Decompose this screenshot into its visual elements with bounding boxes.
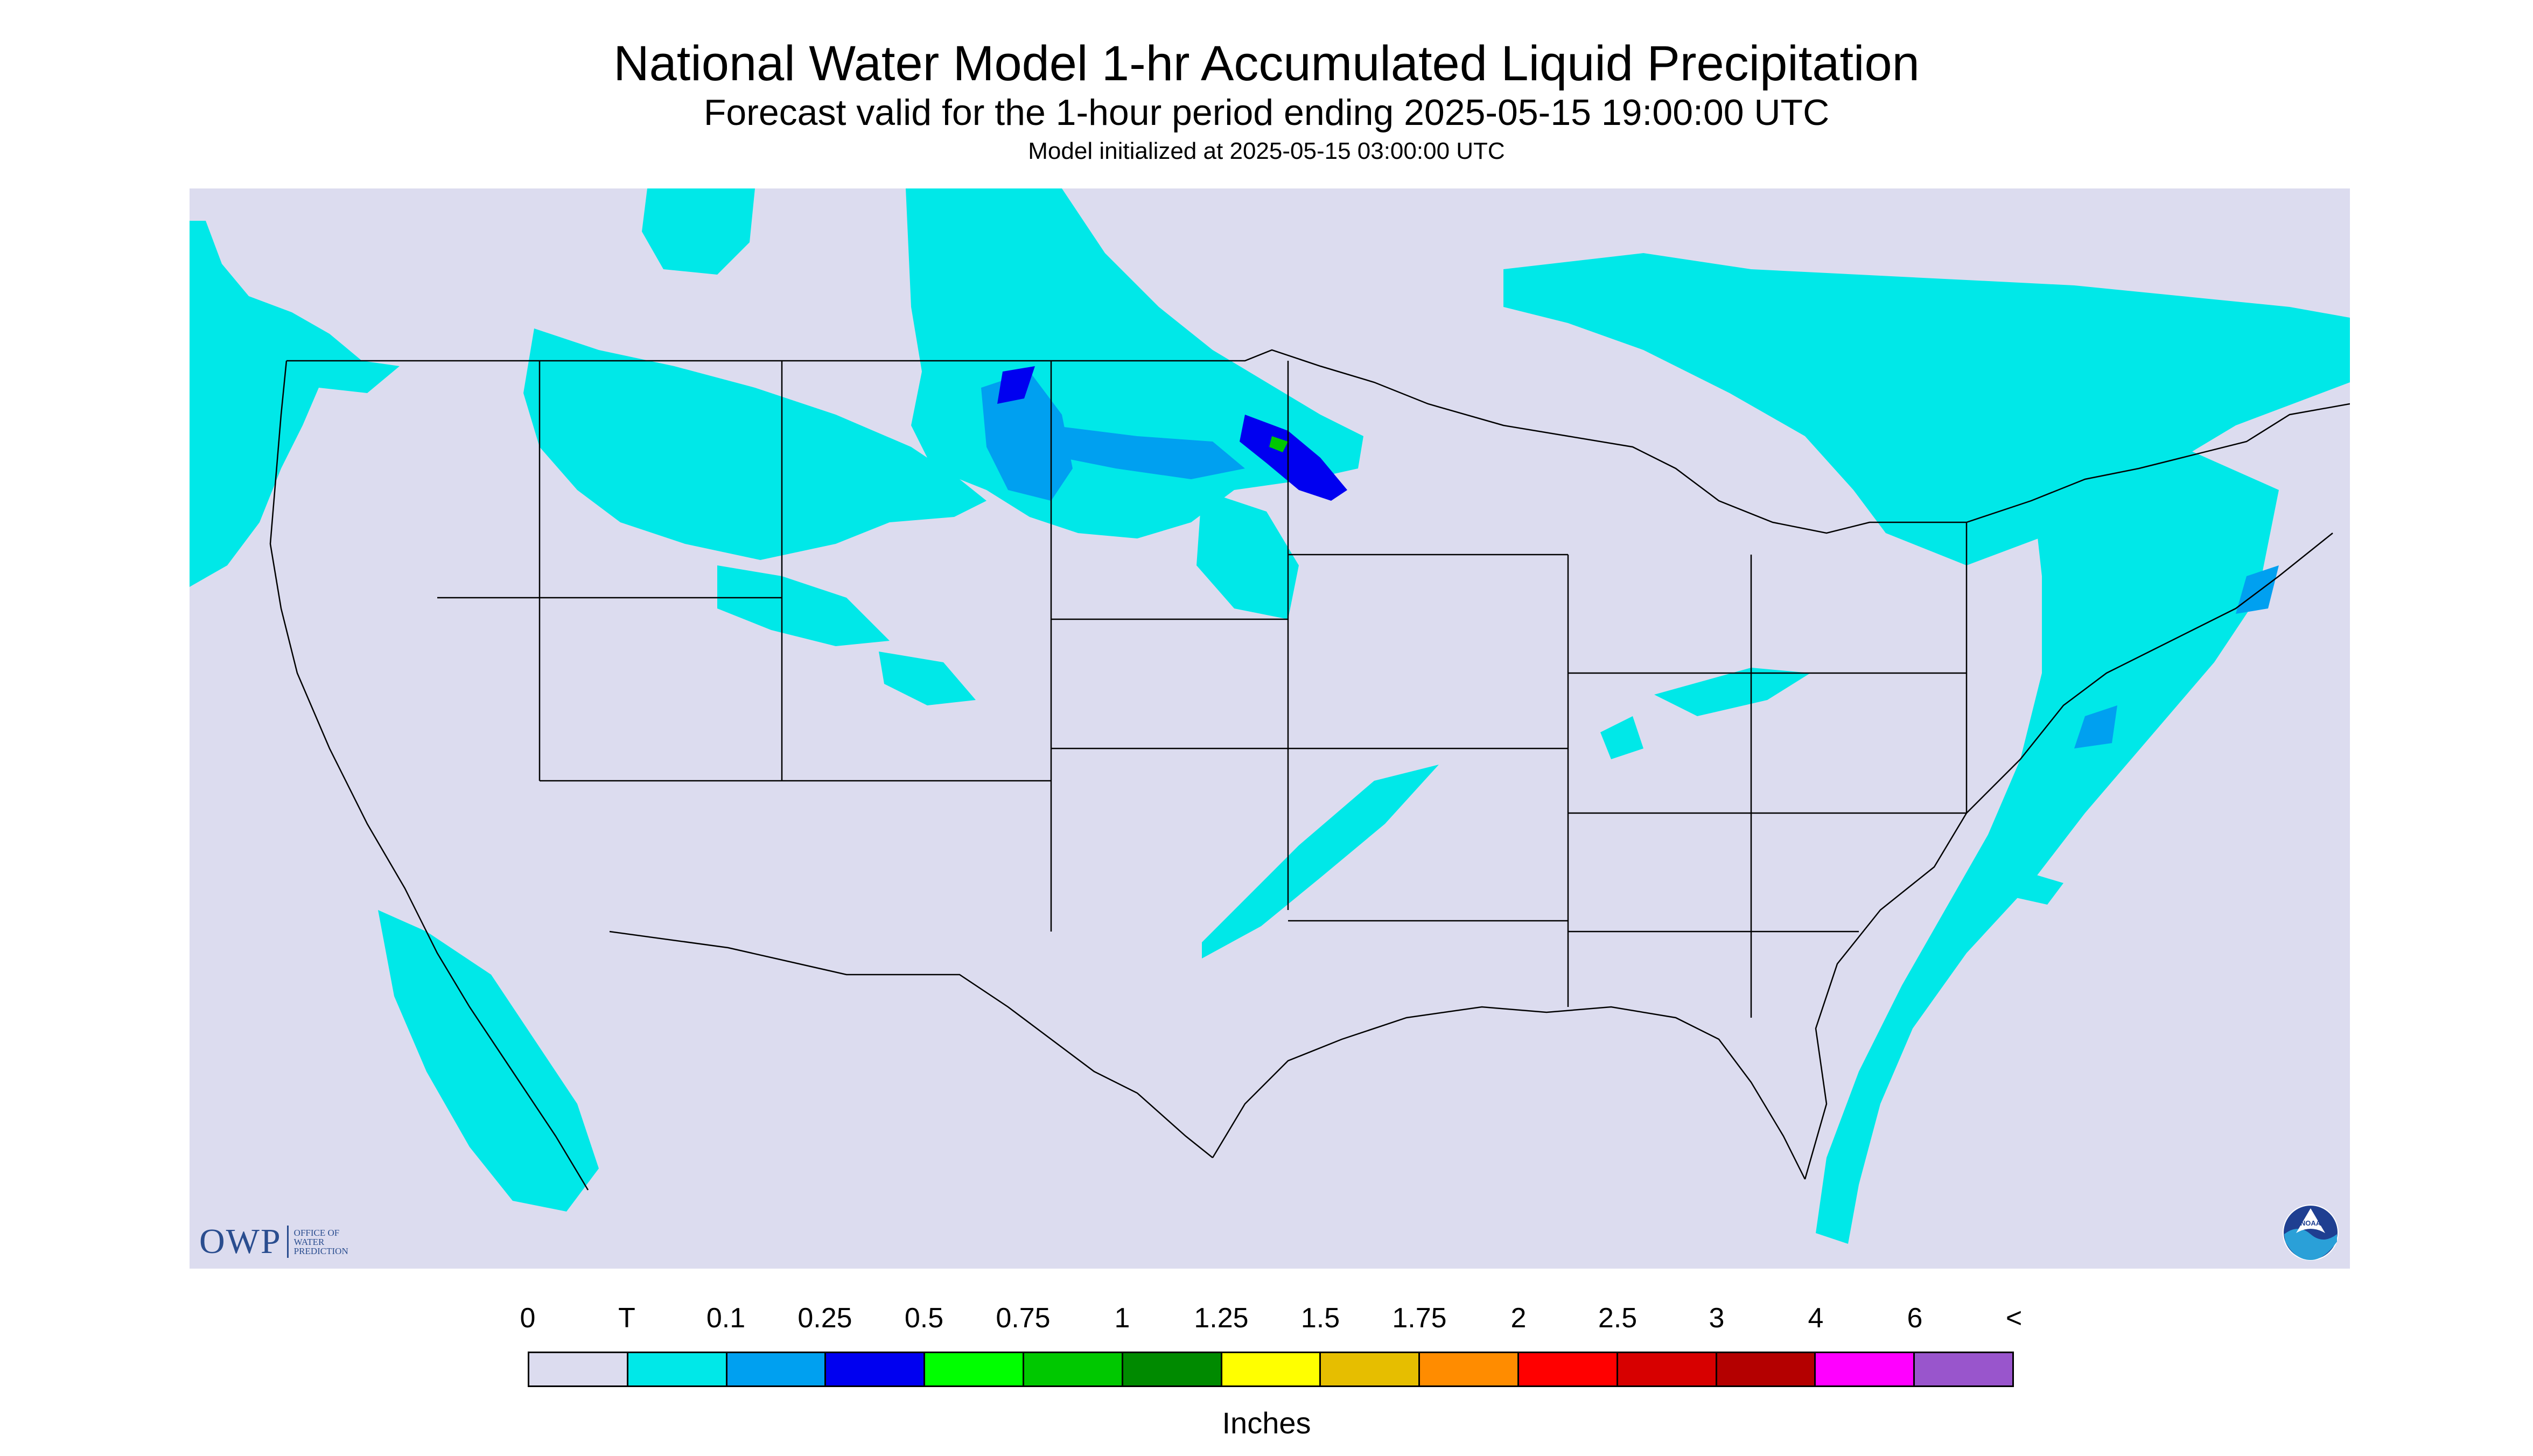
state-lines-east: [1568, 522, 1968, 1018]
legend-labels: 0 T 0.1 0.25 0.5 0.75 1 1.25 1.5 1.75 2 2.5 3 4 6 <: [0, 1302, 2533, 1340]
legend-label: 2: [1510, 1303, 1527, 1334]
legend-swatch: [727, 1353, 827, 1385]
precip-northern-rockies: [523, 328, 986, 560]
noaa-logo: NOAA: [2282, 1204, 2339, 1261]
precip-northeast-spots: [2074, 565, 2279, 748]
state-lines-central: [1051, 361, 1569, 1007]
legend-swatch: [628, 1353, 727, 1385]
legend-label: 6: [1907, 1303, 1923, 1334]
legend-label: 0.25: [797, 1303, 852, 1334]
legend-swatch: [826, 1353, 926, 1385]
legend-label: 2.5: [1598, 1303, 1638, 1334]
precip-northeast-atlantic: [1816, 447, 2279, 1244]
precip-medium: [981, 372, 2279, 748]
west-coastline: [269, 360, 589, 1191]
map-canvas: [190, 188, 2350, 1269]
map-title: National Water Model 1-hr Accumulated Li…: [613, 36, 1920, 91]
legend-swatch: [1618, 1353, 1717, 1385]
legend-swatch: [1915, 1353, 2012, 1385]
legend-label: 4: [1808, 1303, 1824, 1334]
us-canada-border: [286, 349, 2350, 534]
legend-label: 1.25: [1194, 1303, 1249, 1334]
legend-swatch: [925, 1353, 1024, 1385]
legend-swatch: [529, 1353, 628, 1385]
owp-name-line: PREDICTION: [293, 1245, 348, 1256]
legend-label: 0.75: [996, 1303, 1051, 1334]
legend-label: 0: [520, 1303, 536, 1334]
legend-colorbar: [528, 1352, 2014, 1387]
legend-label: 0.1: [706, 1303, 746, 1334]
precip-southern-plains-band: [1202, 765, 1439, 958]
precip-minnesota-peak: [1269, 436, 1288, 452]
owp-divider: [286, 1226, 289, 1258]
precip-minnesota-core: [1240, 415, 1347, 501]
legend-label: 1: [1114, 1303, 1130, 1334]
precip-areas: [190, 188, 2350, 1244]
model-init-time: Model initialized at 2025-05-15 03:00:00…: [1028, 138, 1505, 164]
precip-southwest-pacific: [378, 910, 599, 1212]
owp-name-line: OFFICE OF: [293, 1227, 340, 1238]
precip-heavy: [997, 366, 1347, 501]
precip-pacific-northwest: [190, 221, 400, 587]
state-lines-west: [437, 361, 1288, 932]
legend-swatch: [1321, 1353, 1421, 1385]
precip-upper-montana: [642, 188, 755, 275]
legend-swatch: [1123, 1353, 1222, 1385]
owp-name: OFFICE OF WATER PREDICTION: [294, 1228, 380, 1256]
precip-southeast-coast: [1999, 867, 2063, 905]
noaa-emblem-icon: NOAA: [2283, 1205, 2339, 1261]
legend-units: Inches: [1222, 1406, 1311, 1440]
precip-northern-plains-east: [1196, 490, 1299, 619]
precip-north-dakota-heavy: [997, 366, 1035, 404]
legend-swatch: [1717, 1353, 1816, 1385]
legend-swatch: [1816, 1353, 1915, 1385]
owp-name-line: WATER: [293, 1236, 325, 1247]
owp-acronym: OWP: [199, 1222, 282, 1261]
legend-label: <: [2005, 1303, 2023, 1334]
legend-swatch: [1519, 1353, 1618, 1385]
legend-label: 1.5: [1300, 1303, 1340, 1334]
precipitation-map: [190, 188, 2350, 1269]
legend-label: 3: [1709, 1303, 1725, 1334]
precip-peak: [1269, 436, 1288, 452]
noaa-text: NOAA: [2300, 1219, 2321, 1227]
owp-logo: OWP OFFICE OF WATER PREDICTION: [199, 1221, 380, 1262]
precip-north-dakota-core: [981, 372, 1073, 501]
east-coastline: [1804, 533, 2333, 1180]
precip-ohio-valley: [1600, 668, 1810, 759]
gulf-coastline: [1212, 1006, 1806, 1180]
map-subtitle: Forecast valid for the 1-hour period end…: [703, 92, 1830, 133]
legend-label: 0.5: [904, 1303, 944, 1334]
boundary-lines: [269, 349, 2350, 1191]
legend-swatch: [1024, 1353, 1123, 1385]
us-mexico-border: [609, 930, 1213, 1158]
legend-label: T: [618, 1303, 635, 1334]
legend-label: 1.75: [1392, 1303, 1447, 1334]
legend-swatch: [1222, 1353, 1321, 1385]
precip-canada-east: [1503, 253, 2350, 565]
precip-north-dakota-band: [1051, 425, 1245, 479]
legend-swatch: [1420, 1353, 1519, 1385]
